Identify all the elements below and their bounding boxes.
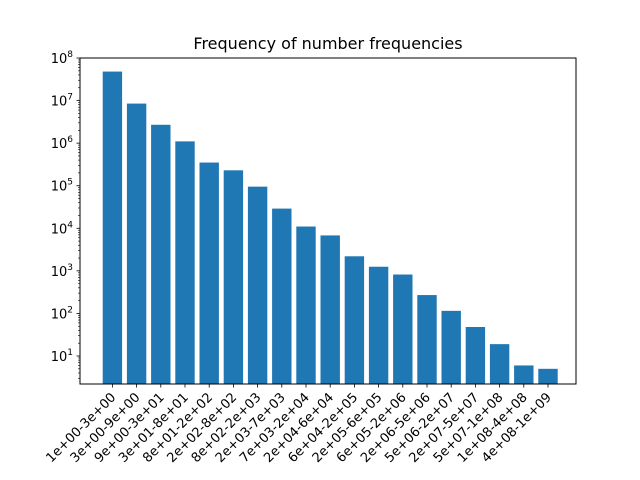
x-axis: 1e+00-3e+003e+00-9e+009e+00-3e+013e+01-8… xyxy=(43,384,555,466)
y-tick-exponent: 4 xyxy=(67,220,73,230)
bar-6 xyxy=(247,186,268,384)
chart-title: Frequency of number frequencies xyxy=(193,34,462,53)
bar-13 xyxy=(417,295,437,384)
bar-14 xyxy=(441,310,461,384)
y-tick-exponent: 8 xyxy=(67,50,73,60)
y-tick-base: 10 xyxy=(51,350,68,365)
y-tick-label: 102 xyxy=(51,305,73,322)
bar-16 xyxy=(489,344,510,384)
y-tick-label: 106 xyxy=(51,135,74,152)
y-tick-label: 105 xyxy=(51,178,73,195)
bar-9 xyxy=(320,235,340,384)
y-tick-base: 10 xyxy=(51,180,68,195)
bar-7 xyxy=(272,208,292,384)
y-tick-base: 10 xyxy=(51,52,68,67)
y-tick-exponent: 7 xyxy=(67,93,73,103)
y-tick-base: 10 xyxy=(51,265,68,280)
bar-17 xyxy=(514,365,534,384)
bar-4 xyxy=(199,162,219,384)
y-tick-label: 107 xyxy=(51,93,73,110)
y-tick-exponent: 3 xyxy=(67,263,73,273)
bar-11 xyxy=(368,266,389,384)
bar-10 xyxy=(344,256,365,384)
y-tick-base: 10 xyxy=(51,95,68,110)
bar-8 xyxy=(296,226,316,384)
y-tick-label: 101 xyxy=(51,348,73,365)
y-tick-label: 108 xyxy=(51,50,74,67)
y-tick-exponent: 1 xyxy=(67,348,73,358)
y-tick-base: 10 xyxy=(51,307,68,322)
bar-5 xyxy=(223,170,244,384)
bar-18 xyxy=(538,368,558,384)
y-tick-label: 103 xyxy=(51,263,73,280)
bar-3 xyxy=(175,141,195,384)
bar-15 xyxy=(465,327,486,384)
bar-1 xyxy=(126,103,147,385)
y-tick-exponent: 2 xyxy=(67,305,73,315)
plot-frame xyxy=(79,57,577,385)
y-tick-exponent: 6 xyxy=(67,135,73,145)
bars-group xyxy=(102,71,558,385)
bar-12 xyxy=(393,274,413,384)
y-tick-base: 10 xyxy=(51,137,68,152)
bar-2 xyxy=(151,124,171,385)
y-tick-label: 104 xyxy=(51,220,74,237)
y-tick-base: 10 xyxy=(51,222,68,237)
bar-0 xyxy=(102,71,123,385)
y-tick-exponent: 5 xyxy=(67,178,73,188)
